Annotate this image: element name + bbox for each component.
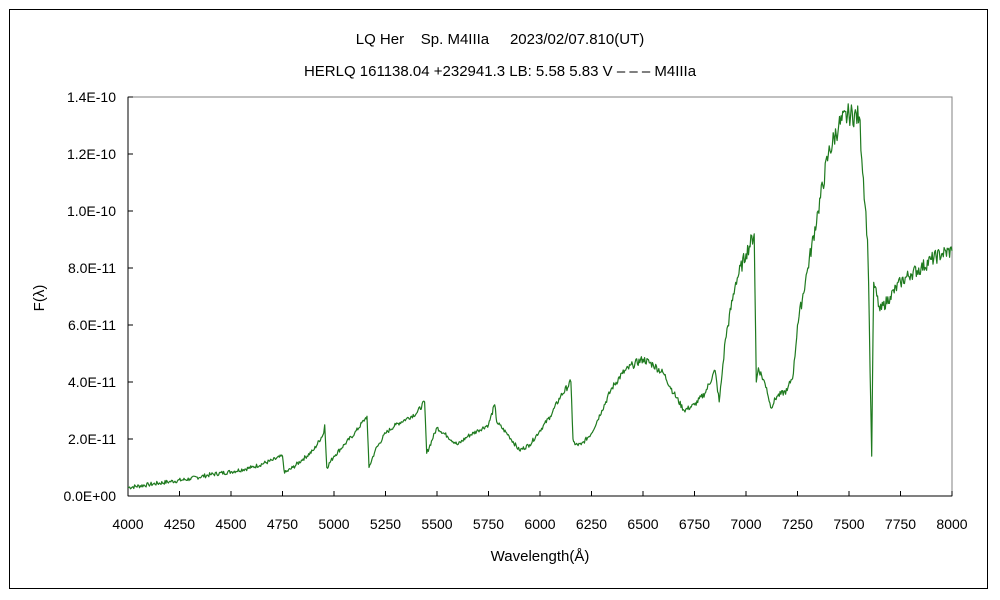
- x-tick-label: 6500: [627, 516, 658, 532]
- chart-subtitle: HERLQ 161138.04 +232941.3 LB: 5.58 5.83 …: [303, 63, 697, 80]
- chart-frame: [9, 9, 988, 589]
- x-tick-label: 6250: [576, 516, 607, 532]
- x-tick-label: 5000: [318, 516, 349, 532]
- x-tick-label: 6000: [524, 516, 555, 532]
- x-tick-label: 5250: [370, 516, 401, 532]
- y-axis-label: F(λ): [31, 285, 48, 312]
- y-tick-label: 0.0E+00: [63, 488, 116, 504]
- y-tick-label: 2.0E-11: [68, 431, 116, 447]
- x-tick-label: 4750: [267, 516, 298, 532]
- y-tick-label: 8.0E-11: [68, 260, 116, 276]
- x-axis-label: Wavelength(Å): [491, 548, 590, 565]
- y-tick-label: 1.0E-10: [67, 203, 116, 219]
- x-tick-label: 4500: [215, 516, 246, 532]
- x-tick-label: 4000: [112, 516, 143, 532]
- chart-title: LQ Her Sp. M4IIIa 2023/02/07.810(UT): [355, 31, 645, 48]
- x-tick-label: 7500: [833, 516, 864, 532]
- y-tick-label: 6.0E-11: [68, 317, 116, 333]
- y-tick-label: 1.2E-10: [67, 146, 116, 162]
- x-tick-label: 5750: [473, 516, 504, 532]
- y-tick-label: 1.4E-10: [67, 89, 116, 105]
- x-tick-label: 7000: [730, 516, 761, 532]
- spectrum-line: [128, 103, 953, 490]
- x-tick-label: 5500: [421, 516, 452, 532]
- y-ticks: 0.0E+00 2.0E-11 4.0E-11 6.0E-11 8.0E-11 1.0E-…: [63, 89, 133, 504]
- x-tick-label: 7250: [782, 516, 813, 532]
- x-ticks: 4000 4250 4500 4750 5000 5250 5500 5750 6000 6250…: [112, 491, 968, 532]
- x-tick-label: 6750: [679, 516, 710, 532]
- y-tick-label: 4.0E-11: [68, 374, 116, 390]
- x-tick-label: 7750: [885, 516, 916, 532]
- x-tick-label: 4250: [164, 516, 195, 532]
- x-tick-label: 8000: [936, 516, 967, 532]
